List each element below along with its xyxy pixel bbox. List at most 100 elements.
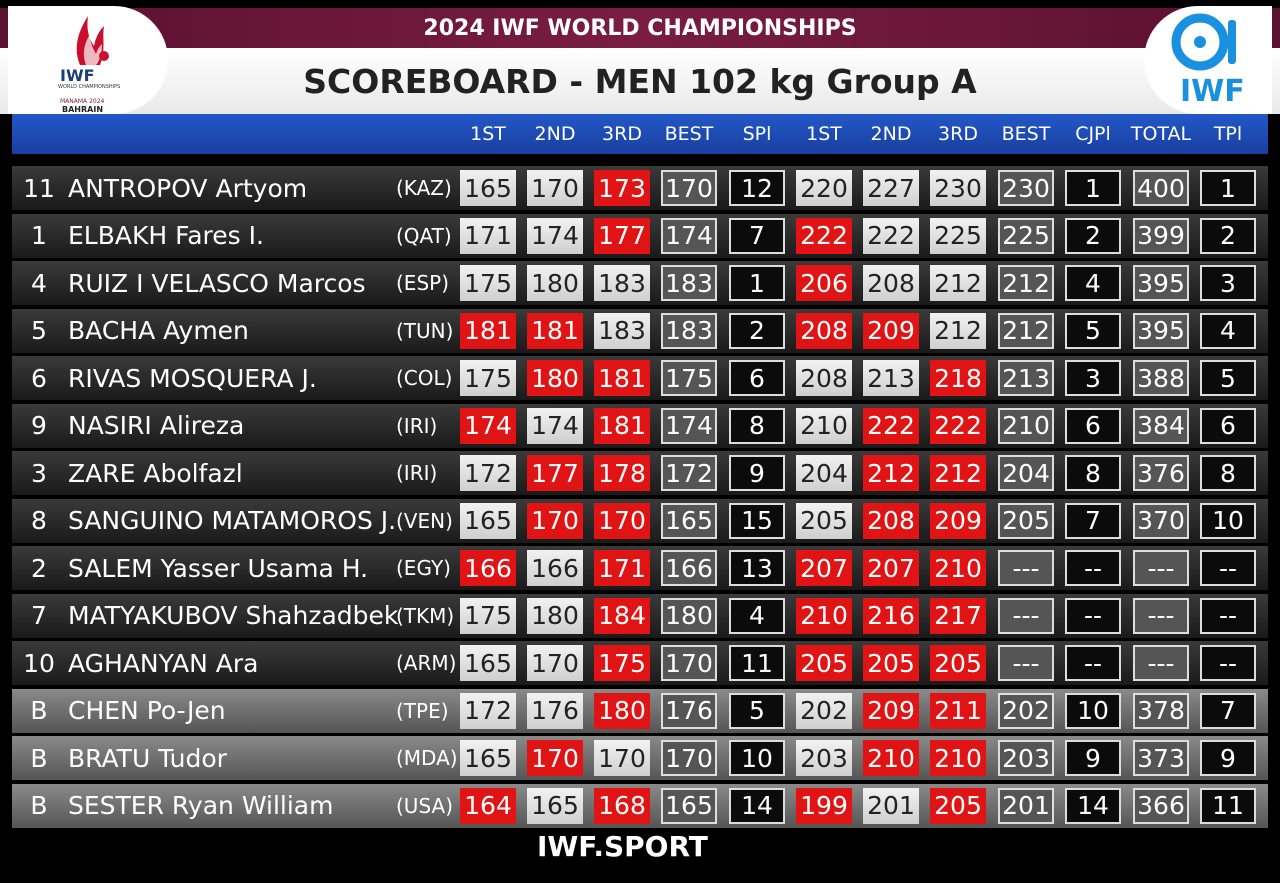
cj-best: 212: [998, 312, 1054, 349]
total: 395: [1133, 312, 1189, 349]
column-header: 2ND: [870, 123, 912, 145]
snatch-attempt-1: 175: [460, 360, 516, 396]
snatch-place: 4: [729, 597, 785, 634]
snatch-place: 1: [729, 265, 785, 301]
logo-left-text: IWF: [60, 66, 95, 85]
cj-place: --: [1065, 597, 1121, 634]
cj-attempt-1: 199: [796, 787, 852, 824]
athlete-row: 6 RIVAS MOSQUERA J. (COL) 175 180 181 175 6 208 2…: [12, 356, 1268, 400]
cj-best: 213: [998, 360, 1054, 396]
cj-attempt-3: 210: [930, 550, 986, 586]
total-place: 2: [1200, 217, 1256, 254]
total-place: 8: [1200, 455, 1256, 491]
snatch-attempt-1: 164: [460, 787, 516, 824]
weight-plates-icon: [1171, 13, 1236, 71]
cj-place: 5: [1065, 312, 1121, 349]
total: 378: [1133, 692, 1189, 729]
snatch-place: 13: [729, 550, 785, 586]
lot-number: 1: [31, 221, 47, 250]
cj-best: 210: [998, 407, 1054, 444]
snatch-best: 170: [661, 170, 717, 206]
cj-attempt-3: 225: [930, 217, 986, 254]
cj-attempt-1: 210: [796, 407, 852, 444]
cj-attempt-1: 207: [796, 550, 852, 586]
total: 370: [1133, 502, 1189, 539]
cj-attempt-1: 220: [796, 170, 852, 206]
athlete-row: 3 ZARE Abolfazl (IRI) 172 177 178 172 9 204 212 21…: [12, 451, 1268, 495]
cj-best: 225: [998, 217, 1054, 254]
athlete-name: RUIZ I VELASCO Marcos: [68, 268, 366, 298]
snatch-place: 9: [729, 455, 785, 491]
total: ---: [1133, 645, 1189, 681]
snatch-attempt-2: 170: [527, 645, 583, 681]
athlete-row: B CHEN Po-Jen (TPE) 172 176 180 176 5 202 209 211 2…: [12, 688, 1268, 733]
logo-left-country: BAHRAIN: [62, 105, 104, 114]
lot-number: 4: [31, 268, 47, 298]
snatch-attempt-3: 183: [594, 265, 650, 301]
snatch-place: 11: [729, 645, 785, 681]
cj-attempt-1: 204: [796, 455, 852, 491]
cj-attempt-1: 208: [796, 360, 852, 396]
cj-attempt-3: 212: [930, 312, 986, 349]
athlete-row: B SESTER Ryan William (USA) 164 165 168 165 14 1…: [12, 783, 1268, 828]
snatch-attempt-3: 177: [594, 217, 650, 254]
footer-website: IWF.SPORT: [537, 830, 708, 863]
cj-attempt-1: 206: [796, 265, 852, 301]
nation-code: (IRI): [396, 461, 438, 485]
cj-place: 3: [1065, 360, 1121, 396]
snatch-attempt-2: 170: [527, 502, 583, 539]
nation-code: (TUN): [396, 318, 454, 343]
column-header: 1ST: [470, 123, 506, 145]
snatch-attempt-3: 184: [594, 597, 650, 634]
cj-attempt-2: 213: [863, 360, 919, 396]
nation-code: (ESP): [396, 271, 449, 295]
snatch-attempt-3: 183: [594, 312, 650, 349]
snatch-attempt-2: 180: [527, 265, 583, 301]
iwf-logo: IWF: [1144, 6, 1272, 114]
column-header: 3RD: [938, 123, 978, 145]
snatch-place: 5: [729, 692, 785, 729]
snatch-attempt-1: 174: [460, 407, 516, 444]
lot-number: 3: [31, 458, 47, 488]
snatch-attempt-1: 175: [460, 597, 516, 634]
cj-attempt-1: 203: [796, 740, 852, 776]
athlete-row: 4 RUIZ I VELASCO Marcos (ESP) 175 180 183 183 1…: [12, 261, 1268, 305]
cj-best: ---: [998, 550, 1054, 586]
cj-attempt-1: 205: [796, 502, 852, 539]
cj-place: 8: [1065, 455, 1121, 491]
athlete-name: ELBAKH Fares I.: [68, 221, 264, 250]
column-header-bar: [12, 114, 1268, 154]
lot-number: 5: [31, 316, 47, 345]
cj-best: 205: [998, 502, 1054, 539]
cj-attempt-2: 222: [863, 217, 919, 254]
athlete-row: 1 ELBAKH Fares I. (QAT) 171 174 177 174 7 222 222…: [12, 213, 1268, 258]
total: 395: [1133, 265, 1189, 301]
snatch-place: 2: [729, 312, 785, 349]
athlete-name: ANTROPOV Artyom: [68, 173, 308, 203]
cj-attempt-2: 208: [863, 265, 919, 301]
snatch-attempt-1: 165: [460, 740, 516, 776]
snatch-attempt-1: 165: [460, 645, 516, 681]
total-place: 5: [1200, 360, 1256, 396]
lot-number: 10: [23, 648, 55, 678]
lot-number: B: [30, 791, 48, 820]
snatch-best: 175: [661, 360, 717, 396]
cj-best: 202: [998, 692, 1054, 729]
athlete-name: MATYAKUBOV Shahzadbek: [68, 601, 399, 630]
total: 400: [1133, 170, 1189, 206]
snatch-attempt-1: 165: [460, 170, 516, 206]
total: ---: [1133, 550, 1189, 586]
snatch-attempt-3: 175: [594, 645, 650, 681]
athlete-name: NASIRI Alireza: [68, 411, 245, 440]
cj-attempt-2: 210: [863, 740, 919, 776]
cj-best: ---: [998, 645, 1054, 681]
cj-place: --: [1065, 645, 1121, 681]
cj-place: 14: [1065, 787, 1121, 824]
nation-code: (IRI): [396, 413, 438, 438]
cj-attempt-1: 208: [796, 312, 852, 349]
lot-number: B: [30, 743, 48, 773]
snatch-best: 165: [661, 787, 717, 824]
snatch-attempt-2: 176: [527, 692, 583, 729]
snatch-place: 10: [729, 740, 785, 776]
athlete-name: BACHA Aymen: [68, 316, 249, 345]
